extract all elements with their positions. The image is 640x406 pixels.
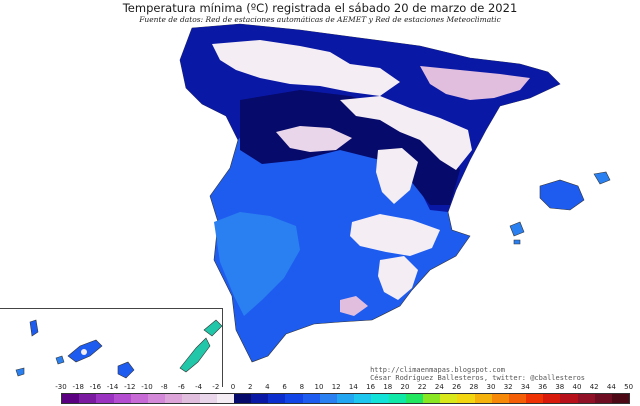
legend-swatch	[216, 394, 234, 403]
legend-tick-label: 20	[400, 383, 410, 391]
legend-tick-label: -12	[124, 383, 136, 391]
legend-swatch	[526, 394, 544, 403]
legend-swatch	[182, 394, 200, 403]
legend-swatch	[560, 394, 578, 403]
gran-canaria	[117, 361, 135, 379]
legend-tick-label: 22	[417, 383, 427, 391]
frost-iberian	[340, 96, 472, 170]
legend-tick-label: 36	[538, 383, 548, 391]
legend-tick-label: 12	[331, 383, 341, 391]
frost-north-meseta	[212, 40, 400, 96]
legend-swatch	[457, 394, 475, 403]
legend-swatch	[147, 394, 166, 403]
legend-swatch	[233, 394, 252, 403]
legend-tick-label: -6	[177, 383, 185, 391]
legend-tick-label: 28	[469, 383, 479, 391]
mallorca	[539, 179, 585, 211]
legend-swatch	[491, 394, 509, 403]
teide-peak	[81, 349, 87, 355]
legend-tick-label: 50	[624, 383, 634, 391]
map-title: Temperatura mínima (ºC) registrada el sá…	[122, 1, 518, 15]
legend-swatch	[405, 394, 423, 403]
legend-tick-label: -2	[212, 383, 220, 391]
legend-tick-label: 18	[383, 383, 393, 391]
legend-swatch	[319, 394, 337, 403]
legend-swatch	[113, 394, 131, 403]
legend-swatch	[371, 394, 389, 403]
legend-tick-label: 14	[348, 383, 358, 391]
legend-swatch	[268, 394, 286, 403]
frost-southeast	[350, 214, 440, 256]
legend-tick-labels: -30 -18 -16 -14 -12 -10 -8 -6 -4 -2 0 2 4 6 8 10 12 14 16 1…	[52, 383, 640, 393]
legend-tick-label: 38	[555, 383, 565, 391]
legend-tick-label: 32	[503, 383, 513, 391]
legend-swatch	[62, 394, 80, 403]
legend-swatch	[440, 394, 458, 403]
legend-tick-label: -10	[141, 383, 153, 391]
legend-tick-label: -14	[106, 383, 119, 391]
frost-pyrenees	[420, 66, 530, 100]
legend-tick-label: -4	[195, 383, 203, 391]
legend-tick-label: 30	[486, 383, 496, 391]
color-legend	[61, 393, 631, 404]
el-hierro	[15, 367, 25, 377]
legend-swatch	[130, 394, 148, 403]
legend-swatch	[422, 394, 441, 403]
frost-betic	[378, 256, 418, 300]
la-gomera	[55, 355, 65, 365]
legend-swatch	[199, 394, 217, 403]
la-palma	[29, 319, 39, 337]
legend-tick-label: 34	[520, 383, 530, 391]
frost-east-plateau	[376, 148, 418, 204]
legend-tick-label: 42	[589, 383, 599, 391]
legend-swatch	[165, 394, 183, 403]
formentera	[513, 239, 521, 245]
legend-swatch	[388, 394, 406, 403]
legend-tick-label: -18	[72, 383, 84, 391]
legend-tick-label: 4	[265, 383, 270, 391]
fuerteventura	[179, 337, 211, 373]
legend-tick-label: 26	[452, 383, 462, 391]
map-subtitle: Fuente de datos: Red de estaciones autom…	[139, 15, 501, 24]
legend-tick-label: 16	[366, 383, 376, 391]
legend-tick-label: 0	[230, 383, 236, 391]
ibiza	[509, 221, 525, 237]
frost-sierra-nevada	[340, 296, 368, 316]
legend-swatch	[354, 394, 372, 403]
canary-inset-frame	[0, 308, 223, 387]
legend-tick-label: 6	[282, 383, 287, 391]
legend-tick-label: -8	[160, 383, 168, 391]
legend-swatch	[79, 394, 97, 403]
legend-tick-label: -16	[89, 383, 102, 391]
legend-tick-label: 40	[572, 383, 582, 391]
legend-tick-label: 24	[434, 383, 444, 391]
legend-swatch	[302, 394, 320, 403]
legend-tick-label: 10	[314, 383, 324, 391]
frost-central-system	[276, 126, 352, 152]
legend-tick-label: 44	[606, 383, 616, 391]
legend-swatch	[508, 394, 527, 403]
legend-swatch	[285, 394, 303, 403]
legend-swatch	[577, 394, 595, 403]
legend-swatch	[337, 394, 355, 403]
legend-swatch	[612, 394, 630, 403]
legend-swatch	[594, 394, 612, 403]
legend-swatch	[474, 394, 492, 403]
southwest-milder	[214, 212, 300, 316]
legend-tick-label: -30	[55, 383, 67, 391]
menorca	[593, 171, 611, 185]
credits-url[interactable]: http://climaenmapas.blogspot.com	[370, 366, 505, 374]
legend-swatch	[96, 394, 114, 403]
credits-author: César Rodríguez Ballesteros, twitter: @c…	[370, 374, 585, 382]
legend-tick-label: 8	[299, 383, 305, 391]
legend-swatch	[543, 394, 561, 403]
credits: http://climaenmapas.blogspot.com César R…	[370, 366, 585, 382]
legend-tick-label: 2	[247, 383, 253, 391]
legend-swatch	[251, 394, 269, 403]
